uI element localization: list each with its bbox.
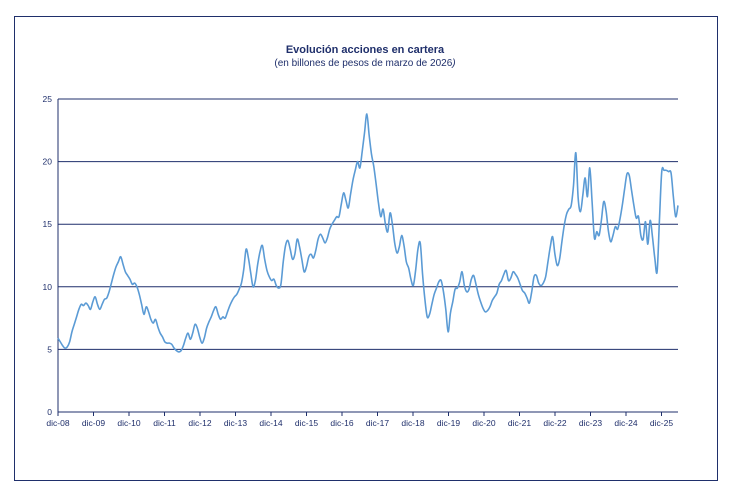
y-tick-label: 5 <box>47 344 52 354</box>
x-tick-label: dic-22 <box>543 418 566 428</box>
x-tick-label: dic-20 <box>472 418 495 428</box>
x-tick-label: dic-14 <box>259 418 282 428</box>
y-tick-label: 25 <box>43 94 53 104</box>
chart-frame <box>14 16 718 481</box>
x-tick-label: dic-15 <box>295 418 318 428</box>
series-line <box>57 113 679 353</box>
x-tick-label: dic-16 <box>330 418 353 428</box>
y-axis-ticks: 0 5 10 15 20 25 <box>43 94 53 417</box>
y-tick-label: 20 <box>43 157 53 167</box>
x-tick-label: dic-21 <box>508 418 531 428</box>
y-tick-label: 10 <box>43 282 53 292</box>
axes <box>57 99 678 413</box>
x-tick-label: dic-17 <box>366 418 389 428</box>
chart-title: Evolución acciones en cartera <box>285 44 445 56</box>
grid-lines <box>58 98 678 350</box>
x-axis-ticks: dic-08 dic-09 dic-10 dic-11 dic-12 dic-13 dic-… <box>46 412 673 428</box>
x-tick-label: dic-11 <box>153 418 176 428</box>
x-tick-label: dic-10 <box>117 418 140 428</box>
y-tick-label: 15 <box>43 219 53 229</box>
chart-subtitle: (en billones de pesos de marzo de 2026) <box>0 58 730 69</box>
series-group <box>57 113 679 353</box>
x-tick-label: dic-13 <box>224 418 247 428</box>
x-tick-label: dic-12 <box>188 418 211 428</box>
x-tick-label: dic-08 <box>46 418 69 428</box>
x-tick-label: dic-23 <box>579 418 602 428</box>
x-tick-label: dic-25 <box>650 418 673 428</box>
chart-subtitle-close-paren: ) <box>452 58 456 69</box>
x-tick-label: dic-24 <box>614 418 637 428</box>
chart-subtitle-text: (en billones de pesos de marzo de 2026 <box>274 58 453 69</box>
y-tick-label: 0 <box>47 407 52 417</box>
x-tick-label: dic-19 <box>437 418 460 428</box>
x-tick-label: dic-18 <box>401 418 424 428</box>
x-tick-label: dic-09 <box>82 418 105 428</box>
